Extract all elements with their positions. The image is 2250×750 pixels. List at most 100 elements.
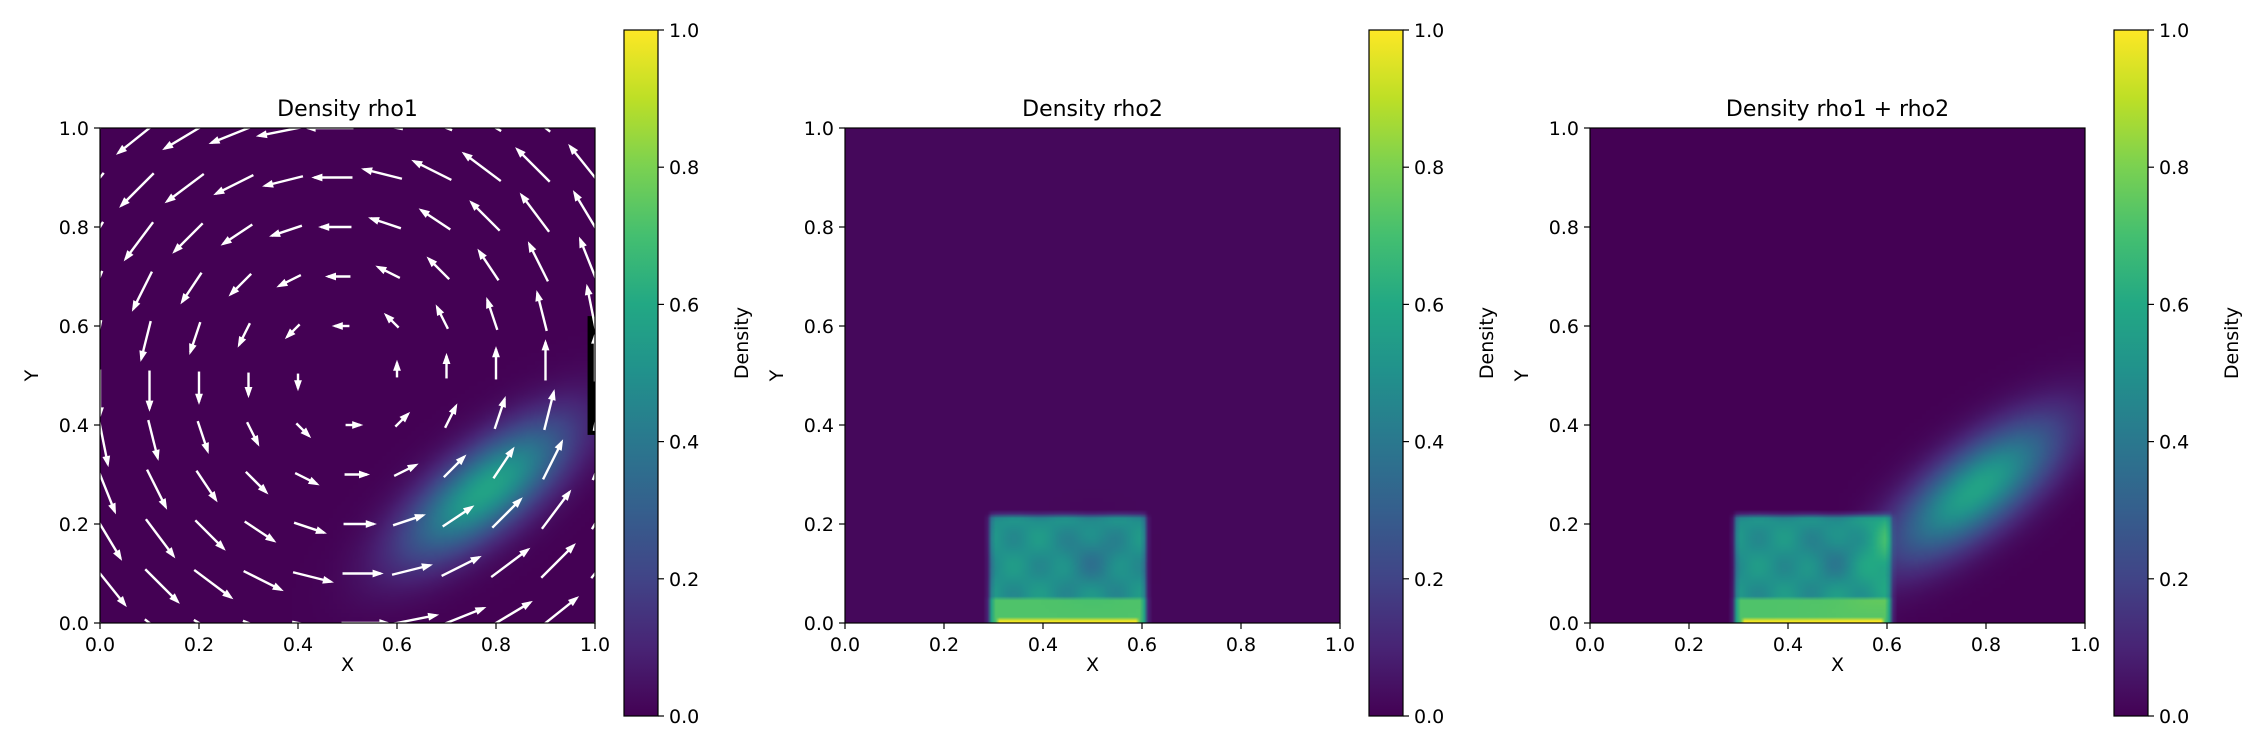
x-tick-label: 0.4 (1773, 634, 1803, 656)
chart-panel-2: 0.0 0.2 0.4 0.6 0.8 1.0 0.0 0.2 0.4 0.6 0.8 1.0 Dens… (766, 20, 1498, 728)
quiver-arrow-head (448, 403, 458, 416)
x-tick-label: 0.2 (184, 634, 214, 656)
quiver-arrow-head (315, 526, 327, 534)
colorbar-tick-label: 1.0 (2159, 20, 2189, 42)
quiver-arrow-head (195, 393, 203, 405)
colorbar-tick-label: 0.4 (2159, 432, 2189, 454)
quiver-arrow-head (474, 607, 487, 615)
quiver-arrow-head (208, 490, 218, 503)
quiver-arrow-head (519, 547, 531, 558)
quiver-arrow-head (612, 540, 622, 551)
quiver-arrow-head (375, 265, 388, 275)
quiver-arrow-head (201, 442, 209, 454)
quiver-arrow-head (515, 147, 526, 158)
x-axis-label: X (1086, 654, 1099, 676)
quiver-arrow-head (461, 151, 473, 162)
colorbar-label: Density (731, 307, 753, 379)
quiver-arrow-head (151, 449, 160, 461)
heatmap-image (100, 128, 595, 623)
axes-frame (844, 127, 1341, 624)
quiver-arrow-head (399, 411, 411, 423)
quiver-arrow-head (379, 619, 391, 623)
y-tick-label: 0.0 (804, 613, 834, 635)
quiver-arrow-head (269, 229, 281, 237)
x-axis-label: X (1831, 654, 1844, 676)
obstacle (587, 316, 595, 435)
quiver-arrow-head (264, 533, 277, 543)
quiver-arrow-head (561, 489, 572, 501)
quiver-arrow-head (300, 427, 312, 439)
quiver-arrow-head (172, 640, 183, 650)
quiver-arrow-head (324, 272, 337, 281)
quiver-arrow-head (331, 322, 343, 330)
quiver-arrow-head (579, 236, 587, 249)
y-tick-label: 1.0 (1549, 118, 1579, 140)
quiver-arrow-head (608, 487, 617, 499)
quiver-arrow-head (406, 463, 419, 473)
quiver-arrow-head (372, 569, 384, 578)
x-tick-label: 0.2 (1674, 634, 1704, 656)
quiver-arrow-head (368, 217, 380, 225)
quiver-arrow-head (322, 575, 334, 584)
quiver-arrow-head (519, 192, 530, 204)
quiver-arrow-head (272, 582, 284, 592)
quiver-arrow-head (102, 455, 111, 468)
quiver-arrow-head (84, 305, 92, 317)
quiver-arrow-head (567, 596, 580, 607)
y-tick-label: 0.8 (59, 217, 89, 239)
quiver-arrow-head (244, 386, 253, 399)
quiver-arrow-head (228, 285, 240, 297)
quiver-arrow-head (572, 190, 582, 202)
quiver-arrow-head (162, 141, 174, 151)
chart-title: Density rho1 (277, 97, 418, 122)
colorbar-frame (1368, 29, 1404, 717)
quiver-arrow-head (165, 547, 176, 559)
quiver-arrow-head (505, 446, 515, 459)
quiver-arrow-head (90, 357, 98, 369)
quiver-arrow-head (597, 383, 605, 395)
quiver-arrow-head (169, 593, 180, 604)
quiver-arrow-head (255, 130, 268, 139)
colorbar-tick-label: 0.0 (1414, 706, 1444, 728)
quiver-arrow-head (224, 636, 236, 645)
quiver-arrow-head (565, 98, 576, 109)
colorbar-tick-label: 1.0 (669, 20, 699, 42)
colorbar-tick-label: 0.6 (1414, 294, 1444, 316)
quiver-arrow-head (100, 407, 104, 419)
y-tick-label: 0.8 (1549, 217, 1579, 239)
quiver-arrow-head (237, 335, 247, 348)
quiver-arrow-head (115, 144, 128, 155)
quiver-arrow-head (158, 498, 168, 510)
colorbar-tick-label: 0.8 (1414, 157, 1444, 179)
quiver-arrow-head (521, 600, 533, 610)
quiver-arrow-head (462, 505, 475, 515)
quiver-arrow-head (554, 439, 564, 451)
quiver-arrow-head (208, 136, 221, 144)
quiver-arrow-head (172, 243, 183, 254)
quiver-arrow-head (304, 128, 316, 132)
colorbar-gradient (1369, 30, 1403, 716)
x-tick-label: 1.0 (2070, 634, 2100, 656)
quiver-arrow-head (565, 543, 576, 554)
colorbar-frame (623, 29, 659, 717)
quiver-arrow-head (547, 389, 556, 401)
quiver-arrow-head (70, 148, 81, 159)
quiver-arrow-head (113, 549, 123, 561)
quiver-arrow-head (120, 643, 131, 654)
colorbar: 0.0 0.2 0.4 0.6 0.8 1.0 Density (2113, 20, 2243, 728)
quiver-arrow-head (108, 502, 116, 515)
y-tick-label: 0.4 (804, 415, 834, 437)
y-tick-label: 0.6 (804, 316, 834, 338)
quiver-arrow-head (145, 400, 154, 412)
quiver-arrow-head (411, 159, 423, 169)
colorbar-label: Density (2221, 307, 2243, 379)
axes-frame (1589, 127, 2086, 624)
quiver-arrow-head (131, 300, 141, 312)
chart-title: Density rho1 + rho2 (1726, 97, 1949, 122)
x-tick-label: 0.0 (1575, 634, 1605, 656)
quiver-arrow-head (512, 101, 523, 111)
x-tick-label: 0.0 (85, 634, 115, 656)
x-tick-label: 0.6 (1872, 634, 1902, 656)
quiver-arrow-shaft (593, 128, 595, 130)
y-axis-label: Y (21, 369, 43, 382)
